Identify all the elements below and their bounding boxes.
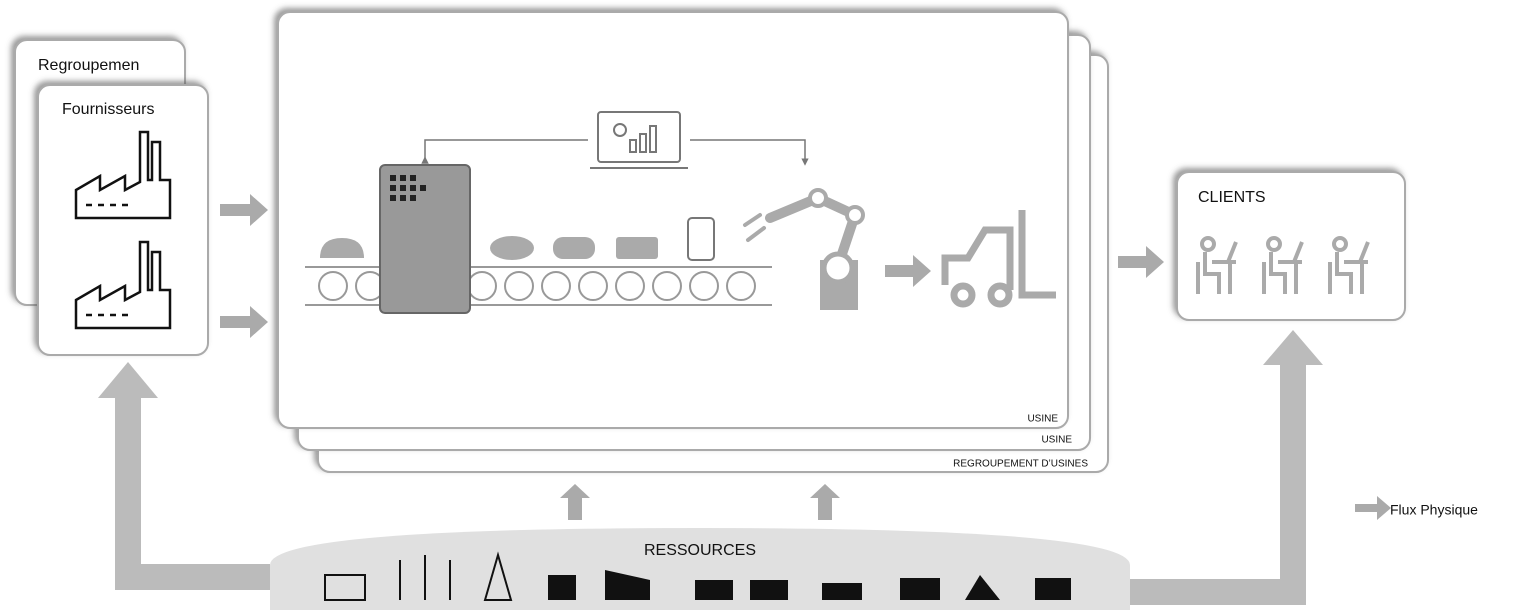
legend-label: Flux Physique bbox=[1390, 502, 1478, 518]
flow-arrow bbox=[220, 306, 268, 338]
flow-arrow bbox=[1118, 246, 1164, 278]
factory-label: USINE bbox=[1041, 435, 1072, 446]
supplier-group-label: Regroupemen bbox=[38, 57, 139, 74]
flow-arrowhead bbox=[98, 362, 158, 398]
legend-arrow bbox=[1355, 496, 1391, 520]
flow-arrow bbox=[560, 484, 590, 520]
flow-to-suppliers bbox=[128, 395, 270, 577]
clients-label: CLIENTS bbox=[1198, 189, 1266, 206]
factory-group-label: REGROUPEMENT D’USINES bbox=[953, 459, 1088, 470]
flow-arrow bbox=[220, 194, 268, 226]
flow-to-clients bbox=[1130, 362, 1293, 592]
flow-arrow bbox=[810, 484, 840, 520]
diagram: Regroupemen Fournisseurs USINE USINE REG… bbox=[0, 0, 1516, 610]
flow-arrowhead bbox=[1263, 330, 1323, 365]
resources-label: RESSOURCES bbox=[644, 542, 756, 559]
factory-label: USINE bbox=[1027, 414, 1058, 425]
supplier-label: Fournisseurs bbox=[62, 101, 154, 118]
